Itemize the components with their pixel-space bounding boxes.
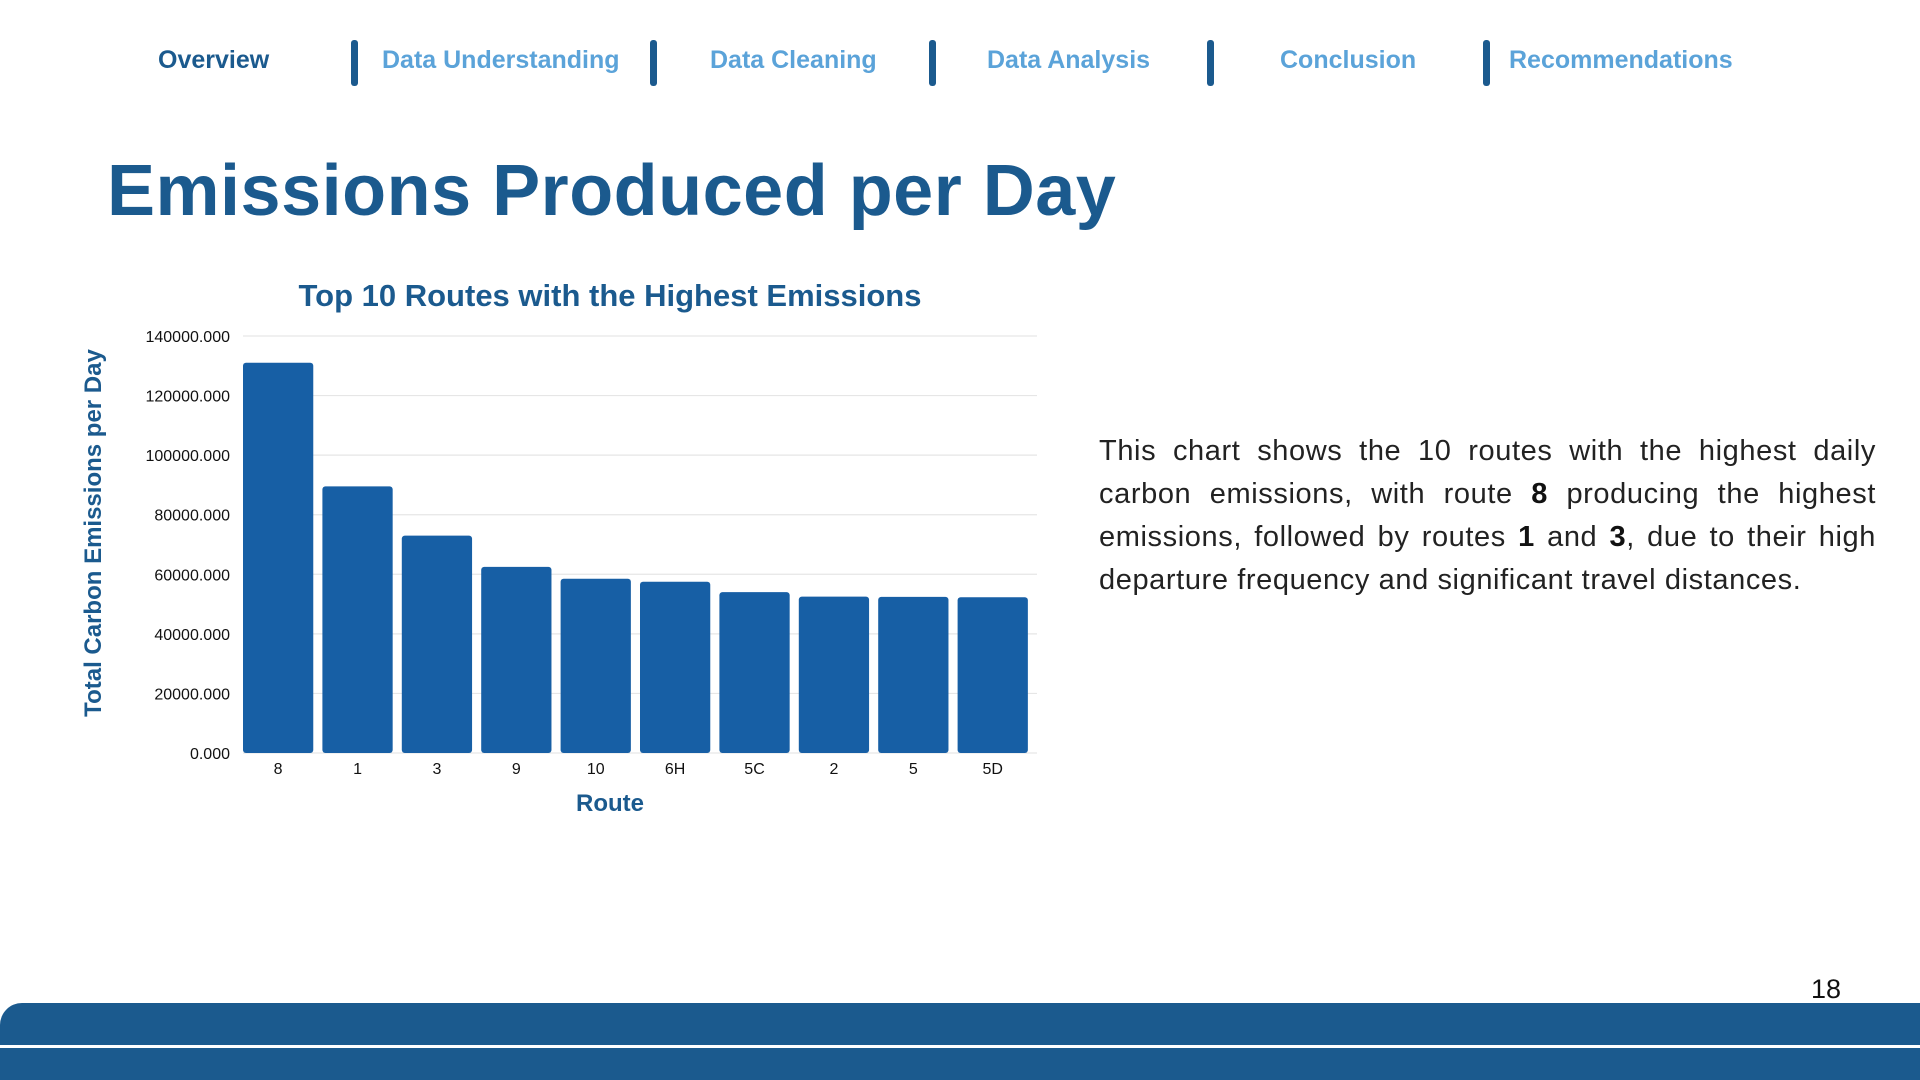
- x-tick-label: 5D: [983, 761, 1003, 778]
- x-tick-label: 10: [587, 761, 605, 778]
- y-tick-label: 20000.000: [154, 686, 230, 703]
- x-tick-label: 2: [829, 761, 838, 778]
- nav-tab-data-understanding[interactable]: Data Understanding: [382, 46, 620, 74]
- y-tick-label: 140000.000: [145, 329, 230, 346]
- nav-separator: [1207, 40, 1214, 86]
- y-tick-label: 0.000: [190, 746, 230, 763]
- y-tick-label: 100000.000: [145, 448, 230, 465]
- bar-route-8: [243, 362, 314, 753]
- description-text: producing the highest emissions, followe…: [1099, 478, 1876, 553]
- page-number: 18: [1811, 974, 1842, 1004]
- footer-bar: [0, 1003, 1920, 1080]
- x-tick-label: 1: [353, 761, 362, 778]
- nav-tab-conclusion[interactable]: Conclusion: [1280, 46, 1417, 74]
- nav-separator: [351, 40, 358, 86]
- y-tick-label: 60000.000: [154, 567, 230, 584]
- nav-separator: [650, 40, 657, 86]
- y-axis-label: Total Carbon Emissions per Day: [80, 349, 107, 717]
- x-tick-label: 5C: [744, 761, 764, 778]
- footer-divider: [0, 1045, 1920, 1048]
- bar-chart: Top 10 Routes with the Highest Emissions…: [80, 278, 1037, 817]
- y-tick-label: 120000.000: [145, 389, 230, 406]
- x-tick-label: 9: [512, 761, 521, 778]
- bar-route-10: [560, 578, 631, 753]
- bar-route-6h: [640, 581, 711, 753]
- description-route-1: 1: [1518, 521, 1535, 553]
- description-route-8: 8: [1531, 478, 1548, 510]
- chart-description: This chart shows the 10 routes with the …: [1099, 430, 1876, 602]
- nav-separator: [929, 40, 936, 86]
- description-text: and: [1534, 521, 1610, 553]
- x-tick-label: 5: [909, 761, 918, 778]
- nav-separator: [1483, 40, 1490, 86]
- x-tick-label: 8: [274, 761, 283, 778]
- top-navigation: Overview Data Understanding Data Cleanin…: [0, 36, 1920, 88]
- y-tick-labels: 0.000 20000.000 40000.000 60000.000 80000.00…: [145, 329, 230, 763]
- bar-route-9: [481, 566, 552, 753]
- bar-route-5c: [719, 592, 790, 753]
- description-route-3: 3: [1609, 521, 1627, 553]
- bar-route-1: [322, 486, 393, 753]
- nav-tab-recommendations[interactable]: Recommendations: [1509, 46, 1733, 74]
- bars: [243, 362, 1028, 753]
- x-tick-labels: 8 1 3 9 10 6H 5C 2 5 5D: [274, 761, 1003, 778]
- y-tick-label: 80000.000: [154, 508, 230, 525]
- nav-tab-data-analysis[interactable]: Data Analysis: [987, 46, 1151, 74]
- x-axis-label: Route: [576, 790, 644, 817]
- x-tick-label: 6H: [665, 761, 685, 778]
- bar-route-5: [878, 596, 949, 753]
- nav-tab-data-cleaning[interactable]: Data Cleaning: [710, 46, 877, 74]
- bar-route-5d: [957, 597, 1028, 753]
- x-tick-label: 3: [432, 761, 441, 778]
- bar-route-3: [401, 535, 473, 753]
- chart-title: Top 10 Routes with the Highest Emissions: [299, 278, 922, 313]
- y-tick-label: 40000.000: [154, 627, 230, 644]
- description-text: This chart shows the 10 routes with the …: [1099, 435, 1876, 510]
- bar-route-2: [798, 596, 870, 753]
- nav-tab-overview[interactable]: Overview: [158, 46, 270, 74]
- description-text: , due to their high departure frequency …: [1099, 521, 1877, 596]
- page-title: Emissions Produced per Day: [107, 151, 1117, 231]
